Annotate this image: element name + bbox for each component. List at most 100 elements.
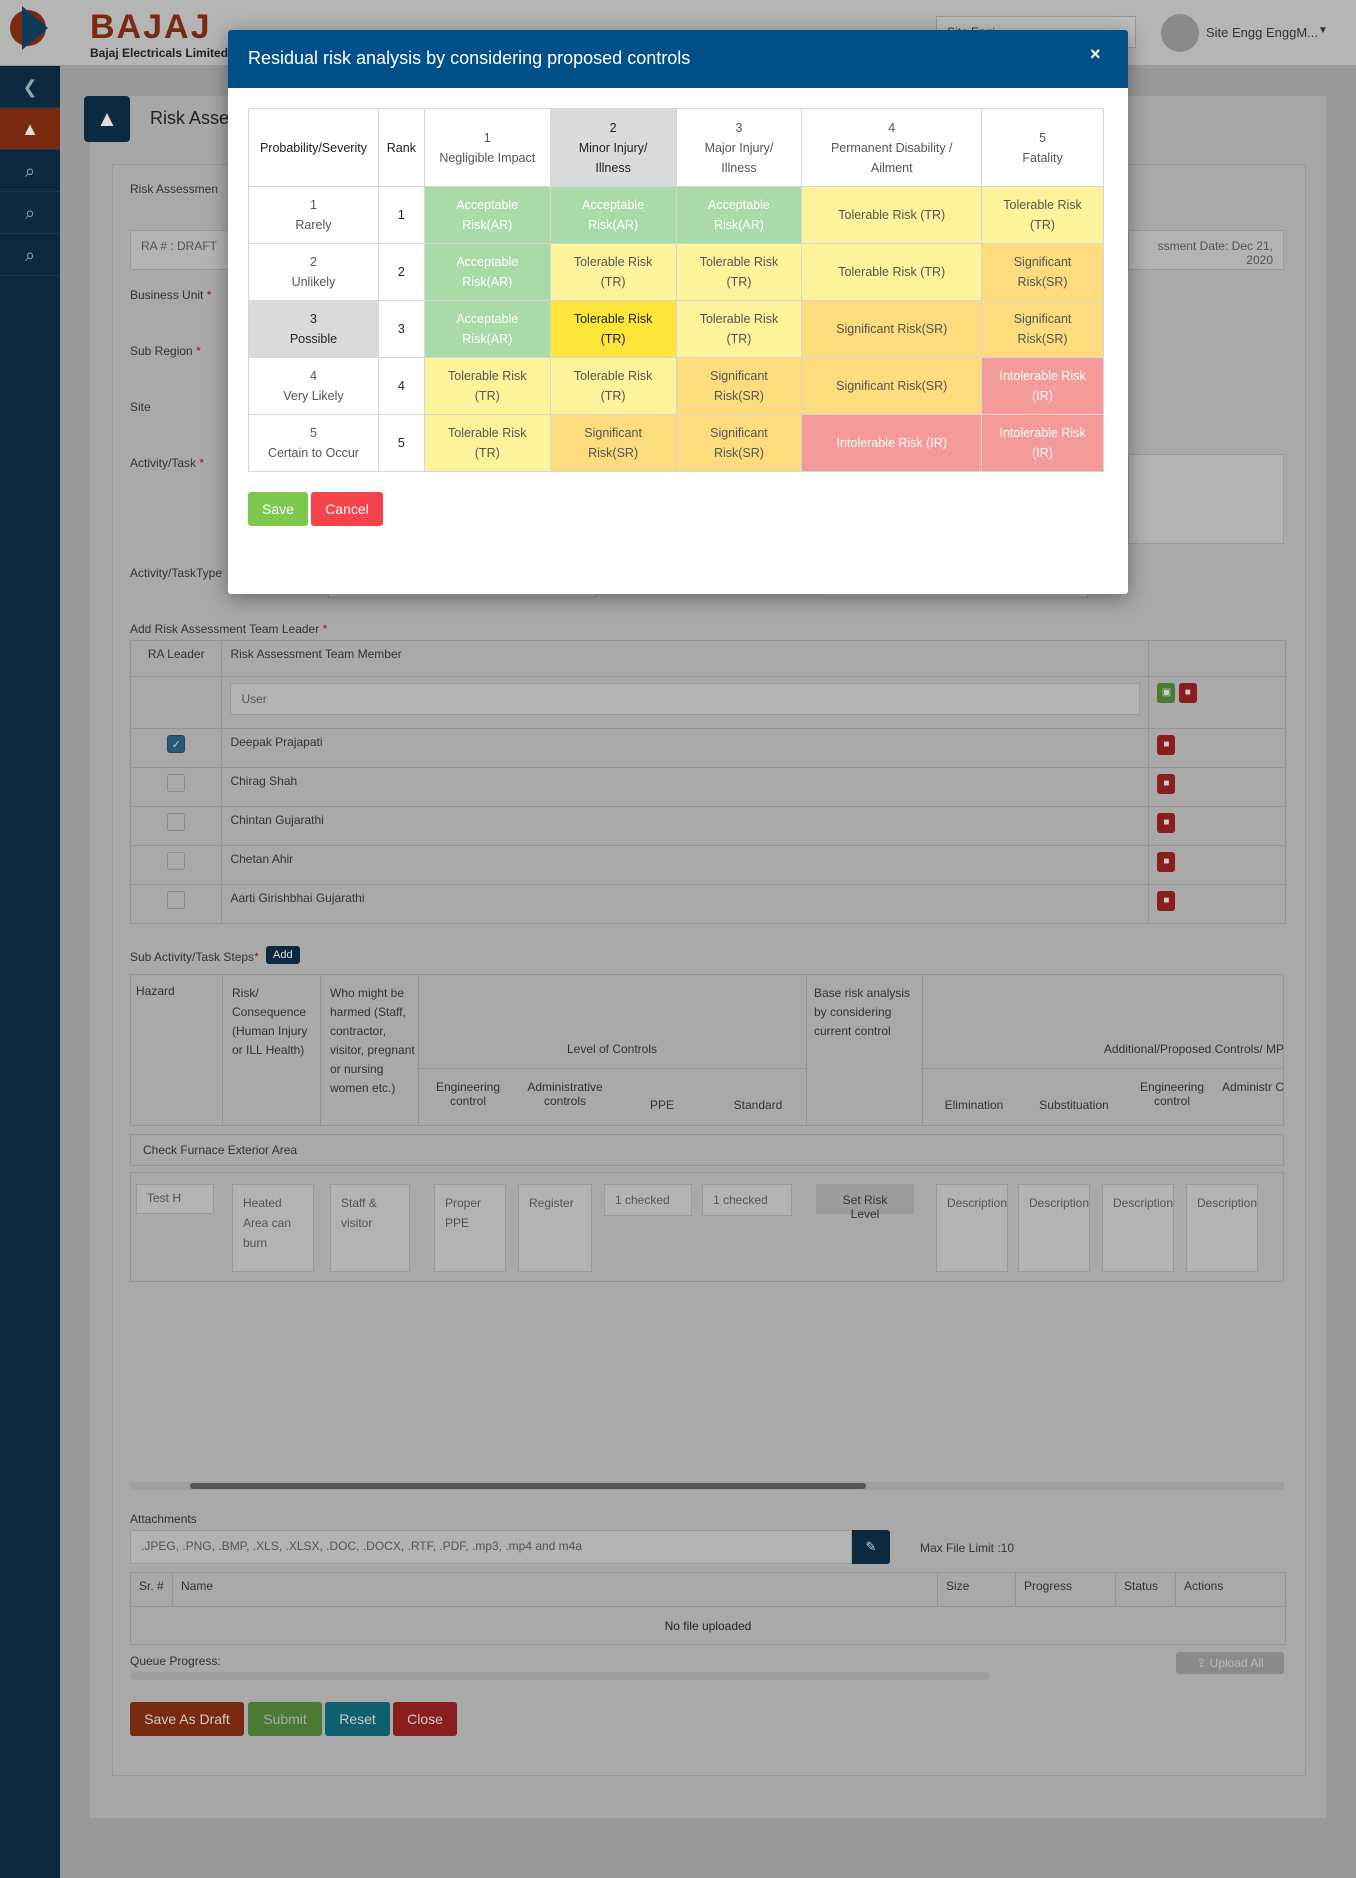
- actions-header: [1148, 640, 1286, 677]
- rank-cell: 4: [377, 357, 425, 415]
- engineering-control-select[interactable]: 1 checked: [604, 1184, 692, 1216]
- risk-cell[interactable]: Tolerable Risk (TR): [801, 186, 983, 244]
- paperclip-icon[interactable]: ✎: [852, 1530, 890, 1564]
- probability-label: 1 Rarely: [248, 186, 379, 244]
- ppe-textarea[interactable]: Proper PPE: [434, 1184, 506, 1272]
- delete-icon[interactable]: ■: [1157, 852, 1176, 872]
- risk-cell[interactable]: Tolerable Risk (TR): [675, 243, 803, 301]
- save-icon[interactable]: ▣: [1157, 683, 1176, 703]
- risk-cell[interactable]: Intolerable Risk (IR): [981, 414, 1104, 472]
- leader-checkbox[interactable]: [167, 813, 186, 831]
- team-member-name: Deepak Prajapati: [221, 728, 1150, 768]
- add-step-button[interactable]: Add: [266, 946, 300, 964]
- probability-severity-header: Probability/Severity: [248, 108, 379, 187]
- risk-cell[interactable]: Significant Risk(SR): [981, 300, 1104, 358]
- risk-cell[interactable]: Significant Risk(SR): [675, 414, 803, 472]
- severity-header-3: 3 Major Injury/ Illness: [675, 108, 803, 187]
- risk-cell[interactable]: Tolerable Risk (TR): [549, 357, 677, 415]
- risk-cell[interactable]: Acceptable Risk(AR): [423, 300, 551, 358]
- attachments-label: Attachments: [130, 1512, 197, 1526]
- user-input[interactable]: User: [230, 683, 1141, 715]
- modal-cancel-button[interactable]: Cancel: [311, 492, 383, 526]
- substitution-description[interactable]: Description: [1018, 1184, 1090, 1272]
- close-icon[interactable]: ×: [1090, 44, 1101, 64]
- team-member-name: Chintan Gujarathi: [221, 806, 1150, 846]
- standard-textarea[interactable]: Register: [518, 1184, 592, 1272]
- team-table: RA Leader Risk Assessment Team Member Us…: [129, 640, 1286, 924]
- scrollbar-thumb[interactable]: [190, 1483, 866, 1489]
- risk-textarea[interactable]: Heated Area can burn: [232, 1184, 314, 1272]
- administrative-description[interactable]: Description: [1186, 1184, 1258, 1272]
- risk-cell[interactable]: Intolerable Risk (IR): [981, 357, 1104, 415]
- rank-cell: 3: [377, 300, 425, 358]
- risk-analysis-modal: Residual risk analysis by considering pr…: [228, 30, 1128, 594]
- warning-icon[interactable]: ▲: [0, 108, 60, 150]
- reset-button[interactable]: Reset: [325, 1702, 390, 1736]
- risk-cell[interactable]: Intolerable Risk (IR): [801, 414, 983, 472]
- risk-cell[interactable]: Significant Risk(SR): [549, 414, 677, 472]
- sidebar-collapse-icon[interactable]: ❮: [0, 66, 60, 108]
- rank-cell: 1: [377, 186, 425, 244]
- risk-cell[interactable]: Tolerable Risk (TR): [981, 186, 1104, 244]
- base-risk-header: Base risk analysis by considering curren…: [814, 986, 911, 1038]
- risk-cell[interactable]: Acceptable Risk(AR): [549, 186, 677, 244]
- empty-cell: [129, 676, 223, 729]
- administrative-control-select[interactable]: 1 checked: [702, 1184, 792, 1216]
- leader-checkbox[interactable]: ✓: [167, 735, 186, 753]
- delete-icon[interactable]: ■: [1157, 891, 1176, 911]
- hazard-header: Hazard: [136, 984, 175, 998]
- set-risk-level-button[interactable]: Set Risk Level: [816, 1184, 914, 1221]
- delete-icon[interactable]: ■: [1157, 813, 1176, 833]
- risk-cell[interactable]: Significant Risk(SR): [675, 357, 803, 415]
- attachments-input[interactable]: .JPEG, .PNG, .BMP, .XLS, .XLSX, .DOC, .D…: [130, 1530, 852, 1564]
- rank-cell: 2: [377, 243, 425, 301]
- search-icon[interactable]: ⌕: [0, 192, 60, 234]
- chevron-down-icon[interactable]: ▼: [1318, 25, 1328, 36]
- upload-all-button[interactable]: ⇪ Upload All: [1176, 1652, 1284, 1674]
- risk-cell[interactable]: Significant Risk(SR): [801, 300, 983, 358]
- search-icon[interactable]: ⌕: [0, 234, 60, 276]
- close-button[interactable]: Close: [393, 1702, 457, 1736]
- level-of-controls-header: Level of Controls: [566, 1042, 658, 1056]
- risk-cell[interactable]: Acceptable Risk(AR): [675, 186, 803, 244]
- risk-matrix-row: 3 Possible 3 Acceptable Risk(AR) Tolerable R…: [248, 300, 1104, 358]
- who-harmed-textarea[interactable]: Staff & visitor: [330, 1184, 410, 1272]
- leader-checkbox[interactable]: [167, 852, 186, 870]
- horizontal-scrollbar[interactable]: [130, 1482, 1284, 1490]
- delete-icon[interactable]: ■: [1178, 683, 1197, 703]
- risk-cell[interactable]: Tolerable Risk (TR): [549, 243, 677, 301]
- risk-cell[interactable]: Significant Risk(SR): [801, 357, 983, 415]
- modal-save-button[interactable]: Save: [248, 492, 308, 526]
- administrative-2-header: Administr Contro: [1222, 1080, 1284, 1094]
- sidebar: ❮ ▲ ⌕ ⌕ ⌕: [0, 66, 60, 1878]
- risk-cell[interactable]: Tolerable Risk (TR): [423, 414, 551, 472]
- avatar[interactable]: [1161, 14, 1199, 52]
- submit-button[interactable]: Submit: [248, 1702, 322, 1736]
- elimination-description[interactable]: Description: [936, 1184, 1008, 1272]
- activity-textarea[interactable]: [1128, 454, 1284, 544]
- leader-checkbox[interactable]: [167, 891, 186, 909]
- risk-cell[interactable]: Tolerable Risk (TR): [801, 243, 983, 301]
- severity-header-4: 4 Permanent Disability / Ailment: [801, 108, 983, 187]
- risk-cell[interactable]: Significant Risk(SR): [981, 243, 1104, 301]
- team-member-name: Aarti Girishbhai Gujarathi: [221, 884, 1150, 924]
- risk-cell[interactable]: Acceptable Risk(AR): [423, 243, 551, 301]
- max-file-limit: Max File Limit :10: [920, 1541, 1015, 1555]
- queue-progress-label: Queue Progress:: [130, 1654, 221, 1668]
- leader-checkbox[interactable]: [167, 774, 186, 792]
- delete-icon[interactable]: ■: [1157, 735, 1176, 755]
- hazard-select[interactable]: Test H: [136, 1184, 214, 1214]
- delete-icon[interactable]: ■: [1157, 774, 1176, 794]
- risk-cell[interactable]: Acceptable Risk(AR): [423, 186, 551, 244]
- risk-header: Risk/ Consequence (Human Injury or ILL H…: [232, 986, 308, 1057]
- engineering-description[interactable]: Description: [1102, 1184, 1174, 1272]
- search-icon[interactable]: ⌕: [0, 150, 60, 192]
- user-name[interactable]: Site Engg EnggM...: [1206, 25, 1319, 40]
- rank-cell: 5: [377, 414, 425, 472]
- risk-cell-selected[interactable]: Tolerable Risk (TR): [549, 300, 677, 358]
- risk-cell[interactable]: Tolerable Risk (TR): [423, 357, 551, 415]
- tab-risk-assessment[interactable]: Risk Assessmen: [130, 182, 219, 196]
- save-as-draft-button[interactable]: Save As Draft: [130, 1702, 244, 1736]
- severity-header-1: 1 Negligible Impact: [423, 108, 551, 187]
- risk-cell[interactable]: Tolerable Risk (TR): [675, 300, 803, 358]
